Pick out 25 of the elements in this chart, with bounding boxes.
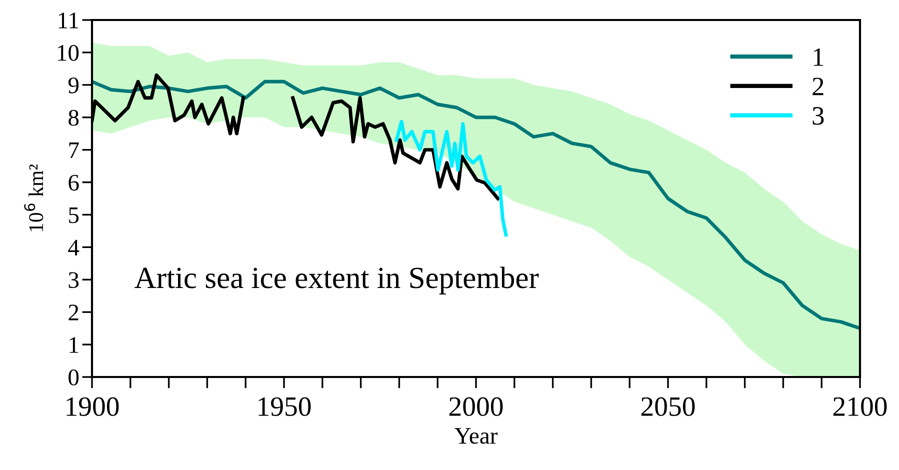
y-tick-label: 5 [69, 207, 79, 224]
y-tick-label: 6 [68, 174, 79, 191]
y-tick-label: 8 [68, 110, 79, 126]
y-tick-label: 0 [68, 369, 79, 386]
y-tick-label: 3 [68, 272, 79, 288]
x-tick-label: 2000 [449, 397, 503, 416]
y-tick-label: 9 [68, 77, 79, 94]
x-tick-label: 1900 [66, 397, 119, 416]
legend-label: 1 [814, 48, 824, 66]
y-tick-label: 10 [58, 44, 79, 61]
x-tick-label: 1950 [258, 397, 311, 416]
legend-label: 2 [812, 78, 824, 96]
y-axis-title: 10$^{6}$ km² [24, 164, 44, 232]
x-axis-title: Year [454, 428, 498, 444]
x-tick-label: 2100 [833, 397, 887, 416]
y-tick-label: 1 [70, 337, 78, 353]
y-tick-label: 4 [68, 240, 80, 256]
x-tick-label: 2050 [641, 397, 695, 416]
legend-label: 3 [812, 107, 824, 125]
line-series [394, 120, 508, 237]
y-tick-label: 11 [58, 12, 78, 28]
line-series [92, 80, 860, 330]
y-tick-label: 2 [68, 304, 78, 320]
y-tick-label: 7 [69, 142, 79, 158]
annotation: Artic sea ice extent in September [134, 266, 539, 294]
